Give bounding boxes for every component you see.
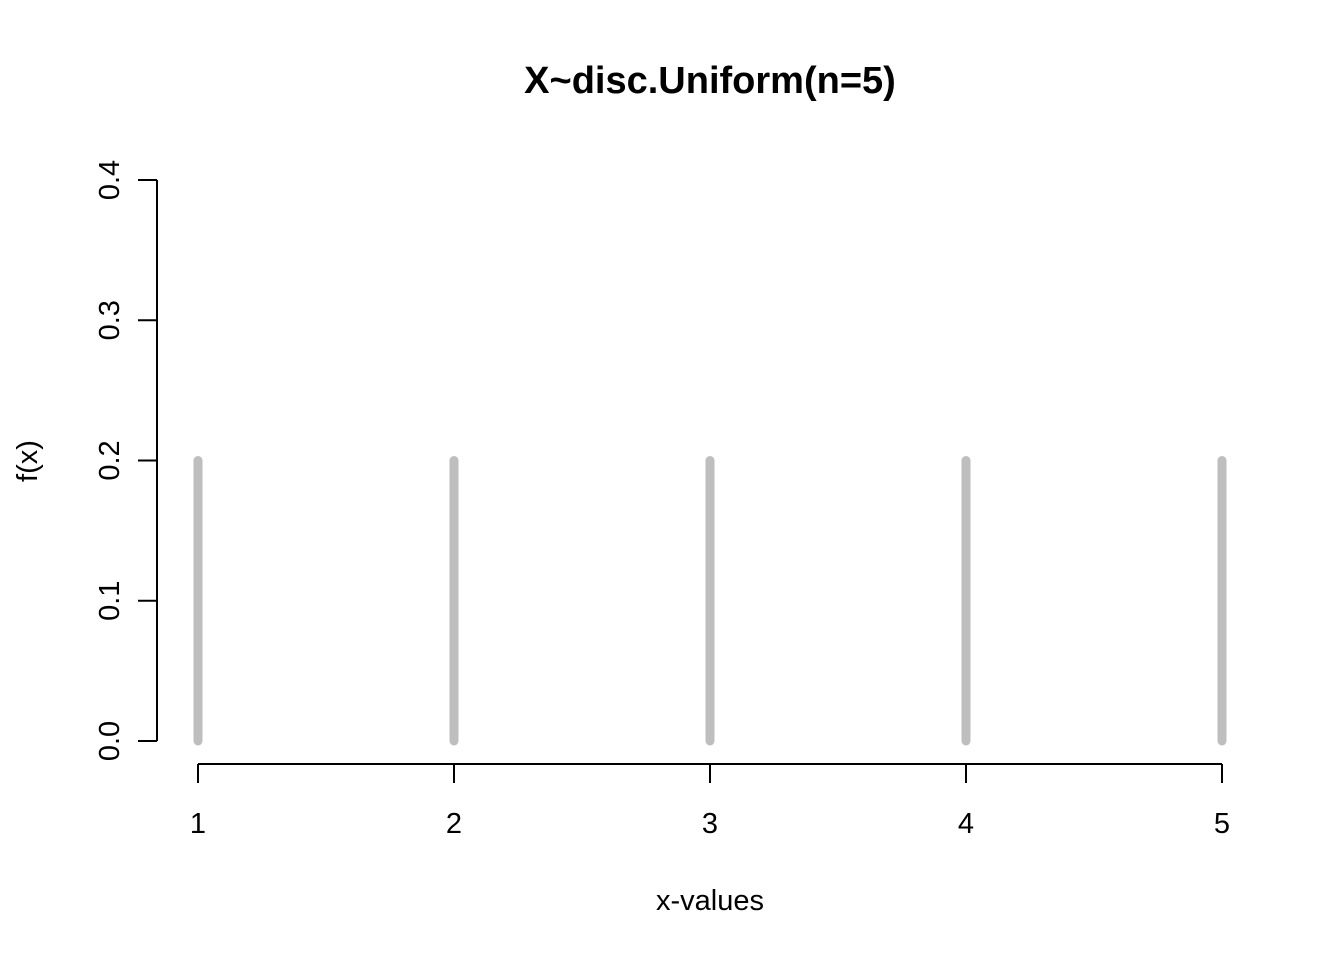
x-axis: 1 2 3 4 5 (190, 763, 1230, 840)
x-axis-label: x-values (656, 885, 764, 917)
y-axis: 0.0 0.1 0.2 0.3 0.4 (94, 160, 158, 761)
y-tick-label: 0.4 (94, 160, 126, 200)
x-tick-label: 1 (190, 808, 206, 840)
x-tick-label: 3 (702, 808, 718, 840)
y-tick-label: 0.2 (94, 440, 126, 480)
x-tick-label: 4 (958, 808, 974, 840)
y-tick-label: 0.1 (94, 581, 126, 621)
y-tick-label: 0.0 (94, 721, 126, 761)
x-tick-label: 2 (446, 808, 462, 840)
chart-title: X~disc.Uniform(n=5) (524, 60, 896, 102)
data-spikes (193, 456, 1227, 746)
x-tick-label: 5 (1214, 808, 1230, 840)
y-tick-label: 0.3 (94, 300, 126, 340)
y-axis-label: f(x) (12, 440, 44, 482)
